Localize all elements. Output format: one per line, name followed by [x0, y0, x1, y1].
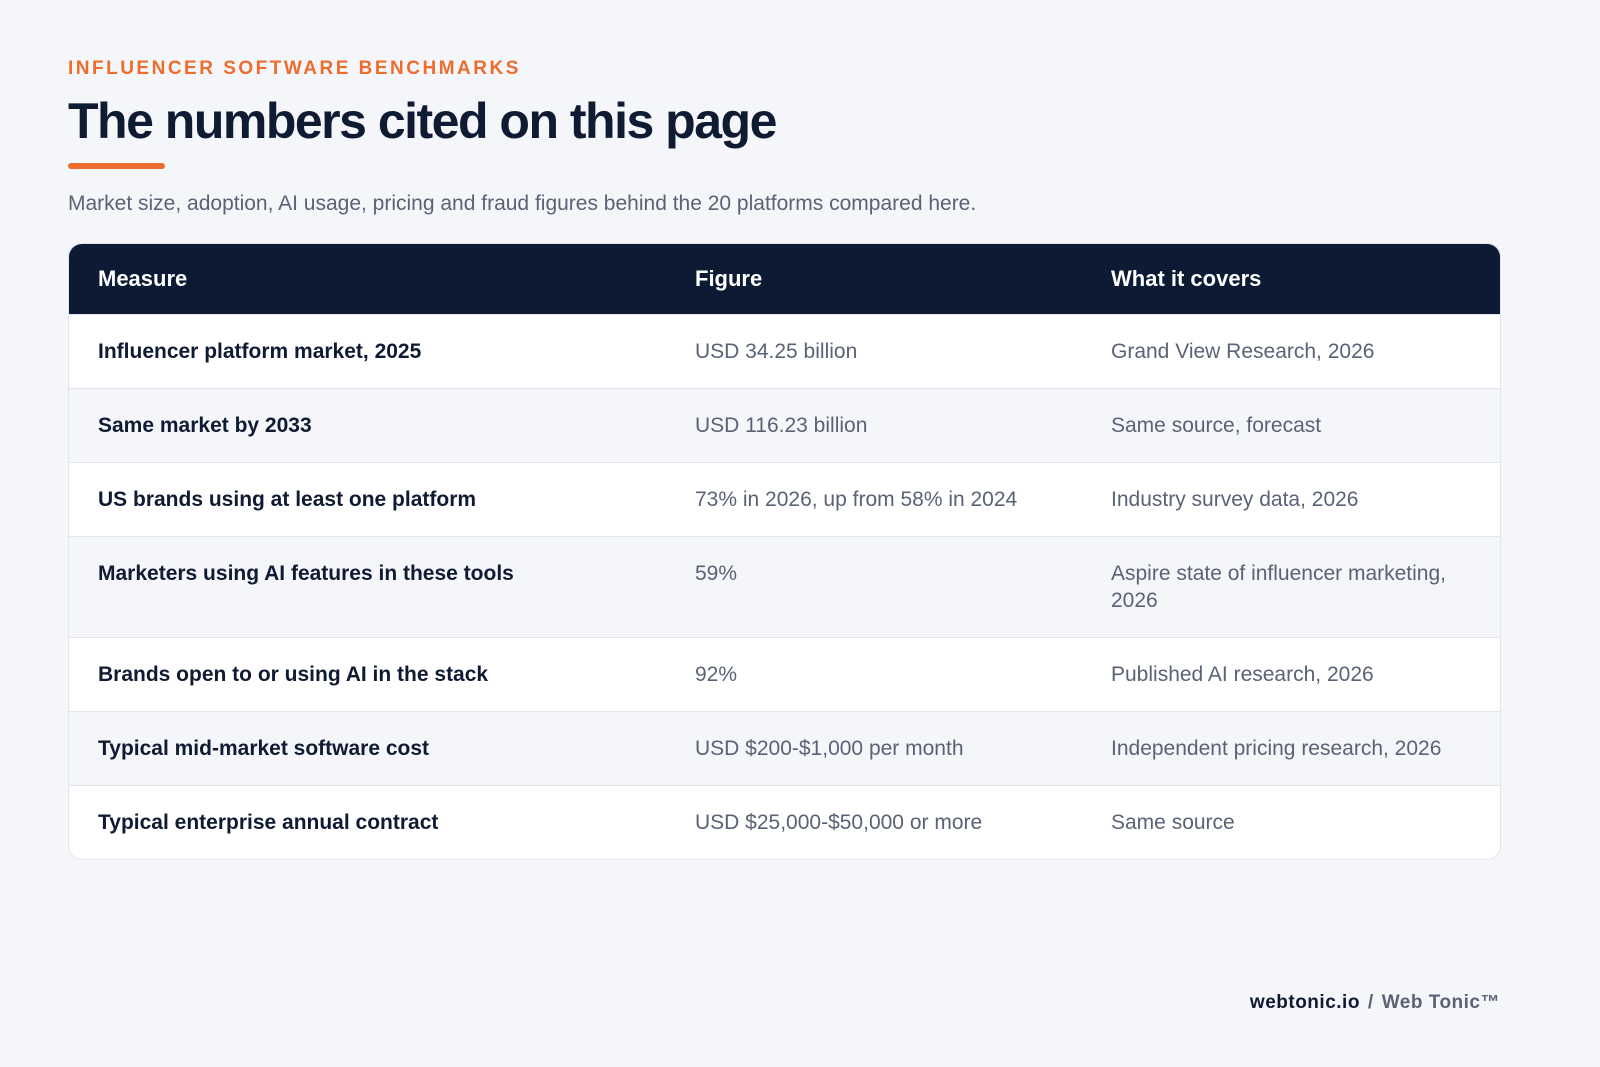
- table-cell: Independent pricing research, 2026: [1082, 711, 1500, 786]
- table-cell: Same source: [1082, 785, 1500, 859]
- table-cell: Aspire state of influencer marketing, 20…: [1082, 536, 1500, 638]
- table-cell: 59%: [666, 536, 1082, 638]
- accent-rule: [68, 163, 165, 169]
- table-cell: Grand View Research, 2026: [1082, 314, 1500, 389]
- brand: Web Tonic™: [1381, 992, 1500, 1013]
- footer: webtonic.io / Web Tonic™: [1250, 992, 1500, 1014]
- subtitle: Market size, adoption, AI usage, pricing…: [68, 192, 977, 215]
- measure-cell: Typical enterprise annual contract: [69, 785, 666, 859]
- table-cell: 92%: [666, 637, 1082, 712]
- table-row: US brands using at least one platform 73%…: [69, 462, 1500, 537]
- table-cell: USD 116.23 billion: [666, 388, 1082, 463]
- site: webtonic.io: [1249, 992, 1360, 1013]
- table-cell: Same source, forecast: [1082, 388, 1500, 463]
- table-cell: 73% in 2026, up from 58% in 2024: [666, 462, 1082, 537]
- column-header: Figure: [666, 244, 1082, 315]
- table-cell: Industry survey data, 2026: [1082, 462, 1500, 537]
- measure-cell: US brands using at least one platform: [69, 462, 666, 537]
- table-cell: USD 34.25 billion: [666, 314, 1082, 389]
- table-row: Typical enterprise annual contract USD $2…: [69, 785, 1500, 859]
- separator: /: [1367, 992, 1374, 1013]
- column-header: Measure: [69, 244, 666, 315]
- table-row: Marketers using AI features in these too…: [69, 536, 1500, 638]
- table-row: Brands open to or using AI in the stack 9…: [69, 637, 1500, 712]
- table-row: Influencer platform market, 2025 USD 34.2…: [69, 314, 1500, 389]
- measure-cell: Same market by 2033: [69, 388, 666, 463]
- table-row: Same market by 2033 USD 116.23 billion Sam…: [69, 388, 1500, 463]
- measure-cell: Marketers using AI features in these too…: [69, 536, 666, 638]
- table-row: Typical mid-market software cost USD $200…: [69, 711, 1500, 786]
- table-cell: Published AI research, 2026: [1082, 637, 1500, 712]
- header-row: Measure Figure What it covers: [69, 244, 1500, 315]
- table-card: Measure Figure What it covers Influencer p…: [68, 243, 1501, 860]
- table: Measure Figure What it covers Influencer p…: [69, 244, 1500, 859]
- column-header: What it covers: [1082, 244, 1500, 315]
- table-cell: USD $200-$1,000 per month: [666, 711, 1082, 786]
- measure-cell: Influencer platform market, 2025: [69, 314, 666, 389]
- measure-cell: Typical mid-market software cost: [69, 711, 666, 786]
- table-cell: USD $25,000-$50,000 or more: [666, 785, 1082, 859]
- eyebrow: INFLUENCER SOFTWARE BENCHMARKS: [68, 58, 521, 79]
- measure-cell: Brands open to or using AI in the stack: [69, 637, 666, 712]
- title: The numbers cited on this page: [68, 93, 777, 149]
